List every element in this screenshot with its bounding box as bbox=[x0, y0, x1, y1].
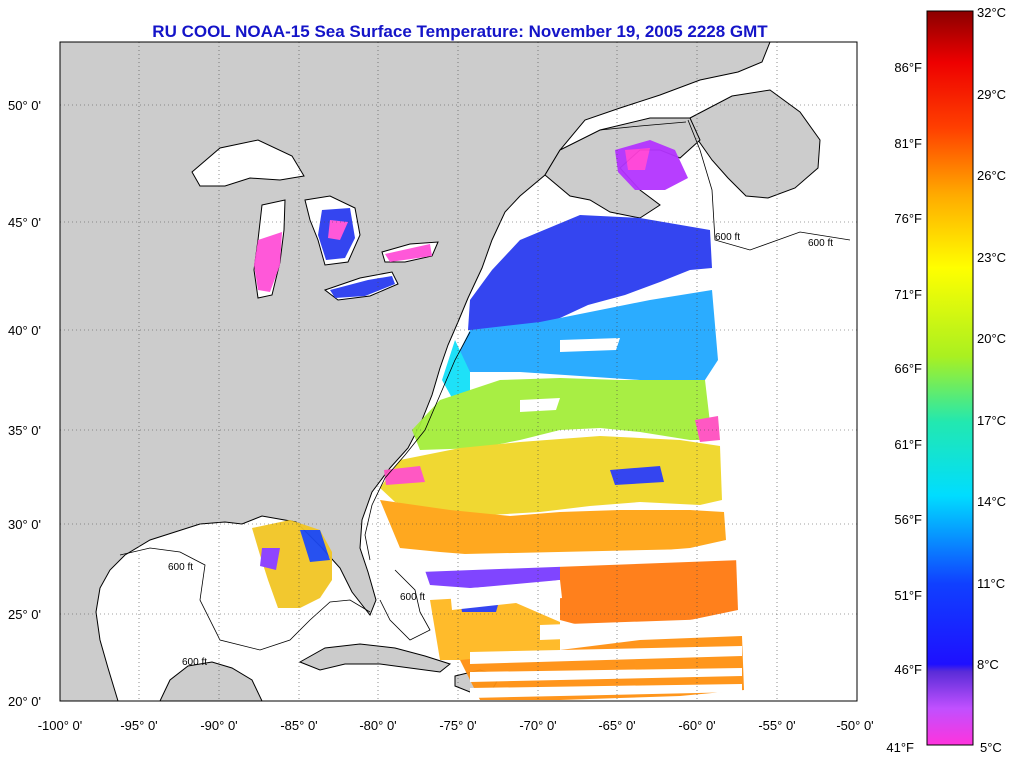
lon-label: -80° 0' bbox=[359, 718, 396, 733]
lat-label: 35° 0' bbox=[8, 423, 41, 438]
celsius-label: 8°C bbox=[977, 657, 999, 672]
celsius-label: 20°C bbox=[977, 331, 1006, 346]
celsius-label: 11°C bbox=[977, 576, 1005, 591]
isobath-600ft bbox=[119, 119, 851, 651]
fahrenheit-label: 56°F bbox=[894, 512, 922, 527]
lon-label: -90° 0' bbox=[200, 718, 237, 733]
fahrenheit-label: 46°F bbox=[894, 662, 922, 677]
celsius-label: 17°C bbox=[977, 413, 1006, 428]
fahrenheit-label: 71°F bbox=[894, 287, 922, 302]
fahrenheit-label: 76°F bbox=[894, 211, 922, 226]
celsius-label: 29°C bbox=[977, 87, 1006, 102]
lon-label: -100° 0' bbox=[38, 718, 83, 733]
lat-label: 40° 0' bbox=[8, 323, 41, 338]
celsius-label: 23°C bbox=[977, 250, 1006, 265]
lat-label: 45° 0' bbox=[8, 215, 41, 230]
longitude-labels: -100° 0' -95° 0' -90° 0' -85° 0' -80° 0'… bbox=[38, 718, 874, 733]
fahrenheit-label: 86°F bbox=[894, 60, 922, 75]
lon-label: -95° 0' bbox=[120, 718, 157, 733]
fahrenheit-label: 66°F bbox=[894, 361, 922, 376]
map-title: RU COOL NOAA-15 Sea Surface Temperature:… bbox=[152, 22, 768, 41]
lon-label: -55° 0' bbox=[758, 718, 795, 733]
colorbar-celsius-labels: 32°C 29°C 26°C 23°C 20°C 17°C 14°C 11°C … bbox=[977, 5, 1006, 755]
isobath-label: 600 ft bbox=[168, 562, 193, 573]
lat-label: 20° 0' bbox=[8, 694, 41, 709]
celsius-label: 5°C bbox=[980, 740, 1002, 755]
lon-label: -85° 0' bbox=[280, 718, 317, 733]
fahrenheit-label: 81°F bbox=[894, 136, 922, 151]
land-newfoundland bbox=[689, 89, 821, 199]
isobath-label: 600 ft bbox=[808, 238, 833, 249]
lat-label: 30° 0' bbox=[8, 517, 41, 532]
celsius-label: 14°C bbox=[977, 494, 1006, 509]
isobath-label: 600 ft bbox=[715, 232, 740, 243]
sst-swath bbox=[252, 140, 744, 700]
fahrenheit-label: 41°F bbox=[886, 740, 914, 755]
lon-label: -75° 0' bbox=[439, 718, 476, 733]
latitude-labels: 50° 0' 45° 0' 40° 0' 35° 0' 30° 0' 25° 0… bbox=[8, 98, 41, 709]
colorbar-fahrenheit-labels: 86°F 81°F 76°F 71°F 66°F 61°F 56°F 51°F … bbox=[886, 60, 922, 755]
isobath-label: 600 ft bbox=[400, 592, 425, 603]
celsius-label: 32°C bbox=[977, 5, 1006, 20]
lat-label: 50° 0' bbox=[8, 98, 41, 113]
land-cuba bbox=[298, 643, 452, 673]
land-yucatan bbox=[159, 661, 263, 701]
land-north-america bbox=[60, 42, 771, 701]
lon-label: -60° 0' bbox=[678, 718, 715, 733]
fahrenheit-label: 61°F bbox=[894, 437, 922, 452]
isobath-label: 600 ft bbox=[182, 657, 207, 668]
lat-label: 25° 0' bbox=[8, 607, 41, 622]
lon-label: -50° 0' bbox=[836, 718, 873, 733]
colorbar bbox=[926, 10, 974, 746]
fahrenheit-label: 51°F bbox=[894, 588, 922, 603]
celsius-label: 26°C bbox=[977, 168, 1006, 183]
lon-label: -65° 0' bbox=[598, 718, 635, 733]
graticule bbox=[60, 42, 857, 701]
lake-superior bbox=[191, 139, 305, 187]
lon-label: -70° 0' bbox=[519, 718, 556, 733]
